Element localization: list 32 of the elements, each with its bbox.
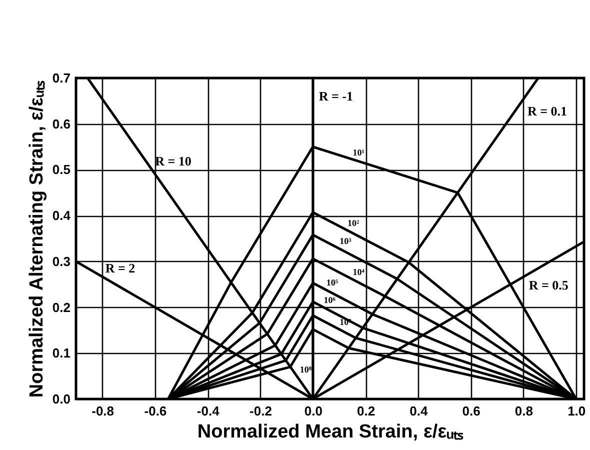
x-tick-label: -0.2 — [250, 404, 272, 418]
x-tick-label: 0.2 — [356, 404, 376, 418]
x-tick-label: 0.8 — [514, 404, 533, 418]
y-tick-label: 0.7 — [52, 70, 70, 86]
x-tick-label: -0.6 — [144, 404, 167, 418]
annotation: 10⁴ — [352, 266, 365, 277]
annotation: 10⁶ — [324, 294, 336, 305]
annotation: R = 0.1 — [528, 104, 568, 119]
annotation: 10⁵ — [326, 277, 338, 288]
x-tick-label: 0.4 — [410, 404, 428, 418]
annotation: 10³ — [340, 236, 352, 246]
x-tick-label: -0.4 — [196, 404, 220, 418]
annotation: R = 2 — [105, 260, 136, 276]
y-tick-label: 0.1 — [52, 346, 70, 361]
annotation: R = 0.5 — [528, 277, 569, 292]
y-tick-label: 0.2 — [52, 300, 70, 315]
annotation: 10¹ — [352, 147, 365, 158]
y-tick-label: 0.3 — [52, 254, 70, 269]
annotation: 10⁸ — [300, 364, 312, 374]
y-tick-label: 0.5 — [52, 162, 70, 178]
x-axis-title: Normalized Mean Strain, ε/εᵤₜₛ — [197, 422, 464, 442]
x-tick-label: 1.0 — [568, 404, 586, 418]
x-tick-label: -0.8 — [92, 404, 114, 418]
y-tick-label: 0.0 — [52, 392, 70, 406]
y-tick-label: 0.6 — [52, 116, 70, 132]
x-tick-label: 0.6 — [462, 404, 480, 418]
annotation: R = 10 — [155, 154, 192, 169]
x-tick-label: 0.0 — [304, 404, 322, 418]
y-tick-label: 0.4 — [52, 208, 72, 224]
y-axis-title: Normalized Alternating Strain, ε/εᵤₜₛ — [26, 80, 48, 398]
annotation: 10² — [347, 218, 360, 228]
annotation: R = -1 — [318, 88, 354, 104]
